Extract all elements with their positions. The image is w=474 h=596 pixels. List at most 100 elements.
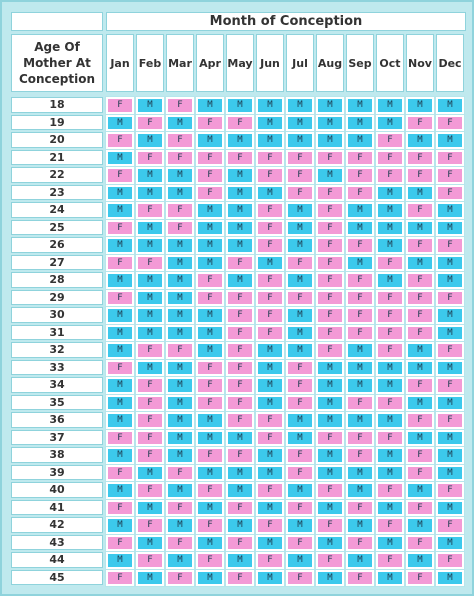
- gender-cell-21-aug: F: [315, 148, 345, 167]
- gender-cell-30-aug: F: [315, 306, 345, 325]
- gender-cell-37-jan: F: [105, 428, 135, 447]
- age-label-21: 21: [11, 149, 103, 165]
- gender-cell-39-jun: M: [255, 463, 285, 482]
- gender-cell-28-apr: F: [195, 271, 225, 290]
- age-label-33: 33: [11, 359, 103, 375]
- gender-cell-30-oct: F: [375, 306, 405, 325]
- gender-cell-44-feb: F: [135, 551, 165, 570]
- gender-cell-42-may: M: [225, 516, 255, 535]
- gender-cell-40-dec: F: [435, 481, 465, 500]
- gender-cell-41-feb: M: [135, 498, 165, 517]
- gender-cell-18-feb: M: [135, 96, 165, 115]
- gender-cell-20-apr: M: [195, 131, 225, 150]
- gender-cell-29-jan: F: [105, 288, 135, 307]
- gender-cell-41-oct: M: [375, 498, 405, 517]
- gender-cell-28-sep: F: [345, 271, 375, 290]
- gender-cell-42-jan: M: [105, 516, 135, 535]
- gender-cell-42-mar: M: [165, 516, 195, 535]
- gender-cell-18-mar: F: [165, 96, 195, 115]
- gender-cell-21-sep: F: [345, 148, 375, 167]
- gender-cell-34-jul: F: [285, 376, 315, 395]
- gender-cell-28-jun: F: [255, 271, 285, 290]
- gender-cell-45-sep: F: [345, 568, 375, 587]
- gender-cell-22-apr: F: [195, 166, 225, 185]
- gender-cell-39-may: M: [225, 463, 255, 482]
- gender-cell-45-mar: F: [165, 568, 195, 587]
- gender-cell-21-oct: F: [375, 148, 405, 167]
- gender-cell-33-aug: M: [315, 358, 345, 377]
- gender-cell-19-nov: F: [405, 113, 435, 132]
- gender-cell-27-nov: M: [405, 253, 435, 272]
- gender-cell-18-jul: M: [285, 96, 315, 115]
- age-label-44: 44: [11, 552, 103, 568]
- gender-cell-25-aug: F: [315, 218, 345, 237]
- gender-cell-30-feb: M: [135, 306, 165, 325]
- gender-cell-39-nov: F: [405, 463, 435, 482]
- age-label-35: 35: [11, 394, 103, 410]
- gender-cell-27-feb: F: [135, 253, 165, 272]
- gender-cell-23-apr: F: [195, 183, 225, 202]
- gender-cell-26-aug: F: [315, 236, 345, 255]
- gender-cell-31-mar: M: [165, 323, 195, 342]
- gender-cell-24-nov: F: [405, 201, 435, 220]
- gender-cell-30-jan: M: [105, 306, 135, 325]
- age-label-25: 25: [11, 219, 103, 235]
- age-label-18: 18: [11, 97, 103, 113]
- gender-cell-20-mar: F: [165, 131, 195, 150]
- gender-cell-44-may: M: [225, 551, 255, 570]
- gender-cell-40-mar: M: [165, 481, 195, 500]
- gender-cell-40-feb: F: [135, 481, 165, 500]
- gender-cell-37-sep: F: [345, 428, 375, 447]
- month-header-mar: Mar: [166, 34, 194, 92]
- gender-cell-32-feb: F: [135, 341, 165, 360]
- gender-cell-23-mar: M: [165, 183, 195, 202]
- gender-cell-34-oct: M: [375, 376, 405, 395]
- gender-cell-39-jan: F: [105, 463, 135, 482]
- gender-cell-43-apr: M: [195, 533, 225, 552]
- gender-cell-44-apr: F: [195, 551, 225, 570]
- gender-cell-36-jan: M: [105, 411, 135, 430]
- gender-cell-34-feb: F: [135, 376, 165, 395]
- gender-cell-42-apr: F: [195, 516, 225, 535]
- gender-cell-23-jan: M: [105, 183, 135, 202]
- month-header-oct: Oct: [376, 34, 404, 92]
- gender-cell-45-jan: F: [105, 568, 135, 587]
- gender-cell-45-aug: M: [315, 568, 345, 587]
- gender-cell-23-sep: F: [345, 183, 375, 202]
- gender-cell-41-dec: M: [435, 498, 465, 517]
- age-column-header: Age Of Mother At Conception: [11, 34, 103, 92]
- gender-cell-25-oct: M: [375, 218, 405, 237]
- gender-cell-31-jun: F: [255, 323, 285, 342]
- gender-cell-20-nov: M: [405, 131, 435, 150]
- age-label-42: 42: [11, 517, 103, 533]
- gender-cell-34-dec: F: [435, 376, 465, 395]
- gender-cell-26-sep: F: [345, 236, 375, 255]
- gender-cell-33-feb: M: [135, 358, 165, 377]
- gender-cell-37-dec: M: [435, 428, 465, 447]
- age-label-23: 23: [11, 184, 103, 200]
- gender-cell-19-oct: M: [375, 113, 405, 132]
- gender-cell-22-may: M: [225, 166, 255, 185]
- gender-cell-39-sep: M: [345, 463, 375, 482]
- gender-cell-27-jul: F: [285, 253, 315, 272]
- gender-cell-41-jul: F: [285, 498, 315, 517]
- gender-cell-32-aug: F: [315, 341, 345, 360]
- gender-cell-33-sep: M: [345, 358, 375, 377]
- gender-cell-29-mar: M: [165, 288, 195, 307]
- gender-cell-31-sep: F: [345, 323, 375, 342]
- gender-cell-39-aug: M: [315, 463, 345, 482]
- gender-cell-34-nov: F: [405, 376, 435, 395]
- gender-cell-31-feb: M: [135, 323, 165, 342]
- gender-cell-40-oct: F: [375, 481, 405, 500]
- gender-cell-45-dec: M: [435, 568, 465, 587]
- month-header-feb: Feb: [136, 34, 164, 92]
- gender-cell-19-sep: M: [345, 113, 375, 132]
- gender-cell-29-jul: F: [285, 288, 315, 307]
- gender-cell-26-jan: M: [105, 236, 135, 255]
- gender-cell-38-oct: M: [375, 446, 405, 465]
- gender-cell-32-nov: M: [405, 341, 435, 360]
- gender-cell-27-jun: M: [255, 253, 285, 272]
- gender-cell-37-aug: F: [315, 428, 345, 447]
- gender-cell-29-jun: F: [255, 288, 285, 307]
- gender-cell-28-nov: F: [405, 271, 435, 290]
